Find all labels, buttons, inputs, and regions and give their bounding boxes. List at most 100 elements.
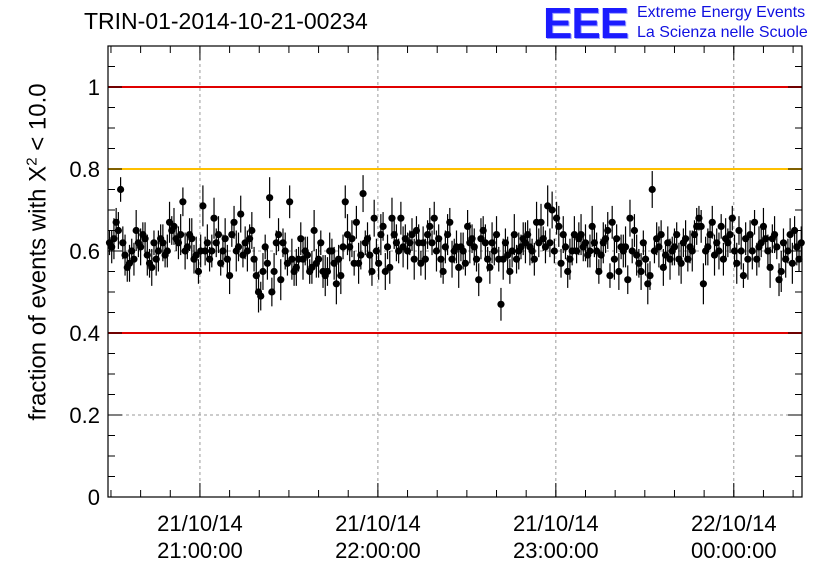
y-axis-label: fraction of events with X2 < 10.0 xyxy=(24,83,53,420)
data-point xyxy=(697,222,705,230)
data-point xyxy=(566,255,574,263)
y-tick-label: 0 xyxy=(88,485,100,510)
x-tick-label-time: 00:00:00 xyxy=(691,538,777,563)
y-axis-label-symbol: X xyxy=(24,165,52,182)
data-point xyxy=(183,243,191,251)
data-point xyxy=(648,185,656,194)
data-point xyxy=(348,235,356,243)
data-point xyxy=(715,247,723,255)
data-point xyxy=(708,218,716,226)
data-point xyxy=(246,235,254,243)
y-tick-label: 0.2 xyxy=(69,403,100,428)
data-point xyxy=(410,255,418,263)
data-point xyxy=(601,235,610,243)
data-point xyxy=(633,251,641,259)
data-point xyxy=(288,255,296,263)
data-point xyxy=(750,218,759,226)
data-point xyxy=(428,239,436,247)
data-point xyxy=(332,280,340,288)
data-point xyxy=(713,239,721,247)
data-point xyxy=(250,255,258,263)
data-point xyxy=(243,247,251,255)
data-point xyxy=(448,255,456,263)
data-point xyxy=(657,231,665,239)
data-point xyxy=(346,243,354,251)
data-point xyxy=(728,214,736,222)
data-point xyxy=(748,247,756,255)
data-point xyxy=(446,218,454,226)
data-point xyxy=(366,251,374,259)
data-point xyxy=(688,247,696,255)
data-point xyxy=(259,267,267,276)
data-point xyxy=(455,263,463,271)
data-point xyxy=(670,243,679,251)
x-axis: 21/10/1421:00:0021/10/1422:00:0021/10/14… xyxy=(110,46,794,563)
data-point xyxy=(486,263,494,271)
data-point xyxy=(377,231,385,239)
data-point xyxy=(110,235,118,243)
data-point xyxy=(724,239,732,247)
data-point xyxy=(199,202,207,210)
data-point xyxy=(443,231,452,239)
data-point xyxy=(635,259,643,267)
data-point xyxy=(704,243,712,251)
data-point xyxy=(386,263,394,271)
data-point xyxy=(590,239,598,247)
data-point xyxy=(655,243,663,251)
data-point xyxy=(508,247,516,255)
data-point xyxy=(388,214,396,222)
data-point xyxy=(644,280,652,288)
data-point xyxy=(383,243,392,251)
data-point xyxy=(390,231,398,239)
data-point xyxy=(797,239,805,247)
data-point xyxy=(773,243,781,251)
data-point xyxy=(730,247,739,255)
data-points xyxy=(105,185,805,308)
data-point xyxy=(481,239,489,247)
data-point xyxy=(248,226,256,235)
data-point xyxy=(782,255,790,263)
data-point xyxy=(581,239,590,247)
data-point xyxy=(484,255,492,263)
data-point xyxy=(537,218,545,226)
data-point xyxy=(759,222,768,230)
data-point xyxy=(606,272,614,280)
x-tick-label-date: 22/10/14 xyxy=(691,511,777,536)
data-point xyxy=(641,255,650,263)
data-point xyxy=(775,276,783,284)
data-point xyxy=(281,247,289,255)
data-point xyxy=(441,243,449,251)
data-point xyxy=(317,239,325,247)
eee-logo-mark: EEE xyxy=(543,0,629,48)
data-point xyxy=(559,231,567,239)
data-point xyxy=(524,231,532,239)
data-point xyxy=(323,267,332,276)
plot-border xyxy=(107,45,803,498)
data-point xyxy=(695,214,703,222)
data-point xyxy=(437,255,445,263)
data-point xyxy=(577,231,585,239)
data-point xyxy=(677,259,685,267)
data-point xyxy=(530,255,538,263)
data-point xyxy=(141,235,149,243)
data-point xyxy=(459,247,467,255)
data-point xyxy=(152,255,160,263)
data-point xyxy=(292,263,300,271)
data-point xyxy=(375,259,383,267)
data-point xyxy=(163,247,171,255)
x-tick-label-date: 21/10/14 xyxy=(513,511,599,536)
data-point xyxy=(203,239,211,247)
data-point xyxy=(130,255,138,263)
data-point xyxy=(174,239,183,247)
data-point xyxy=(370,214,378,222)
data-point xyxy=(739,272,748,280)
data-point xyxy=(681,235,690,243)
data-point xyxy=(497,300,505,308)
data-point xyxy=(314,255,323,263)
data-point xyxy=(555,222,563,230)
data-point xyxy=(352,218,360,226)
y-tick-label: 0.8 xyxy=(69,157,100,182)
data-point xyxy=(137,243,145,251)
data-point xyxy=(512,255,521,263)
